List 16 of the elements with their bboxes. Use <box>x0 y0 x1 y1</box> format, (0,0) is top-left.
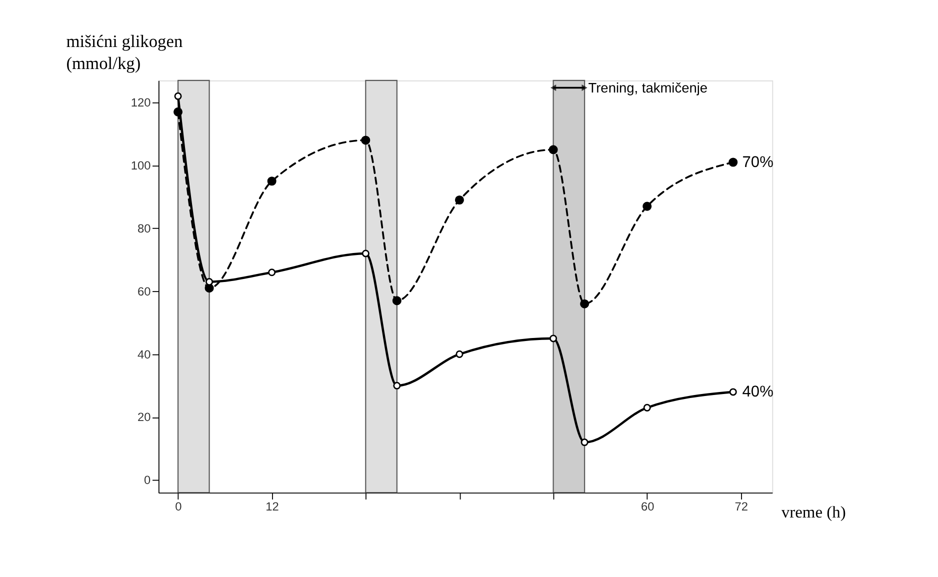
x-tick-label: 12 <box>266 500 280 514</box>
y-tick-label: 0 <box>144 473 152 488</box>
y-axis-title: mišićni glikogen (mmol/kg) <box>66 30 183 73</box>
x-axis-title: vreme (h) <box>781 502 846 522</box>
series-label: 40% <box>742 384 774 401</box>
x-tick-label: 72 <box>734 500 748 514</box>
x-tick-label: 0 <box>175 500 182 514</box>
y-tick-label: 100 <box>130 158 152 173</box>
y-tick-label: 120 <box>130 96 152 110</box>
y-tick-label: 40 <box>137 347 152 362</box>
y-tick-label: 60 <box>137 284 152 298</box>
x-tick-label: 60 <box>640 500 655 514</box>
band-label: Trening, takmičenje <box>588 80 708 96</box>
series-label: 70% <box>742 154 774 171</box>
y-tick-label: 80 <box>137 221 152 236</box>
y-tick-label: 20 <box>137 410 152 424</box>
